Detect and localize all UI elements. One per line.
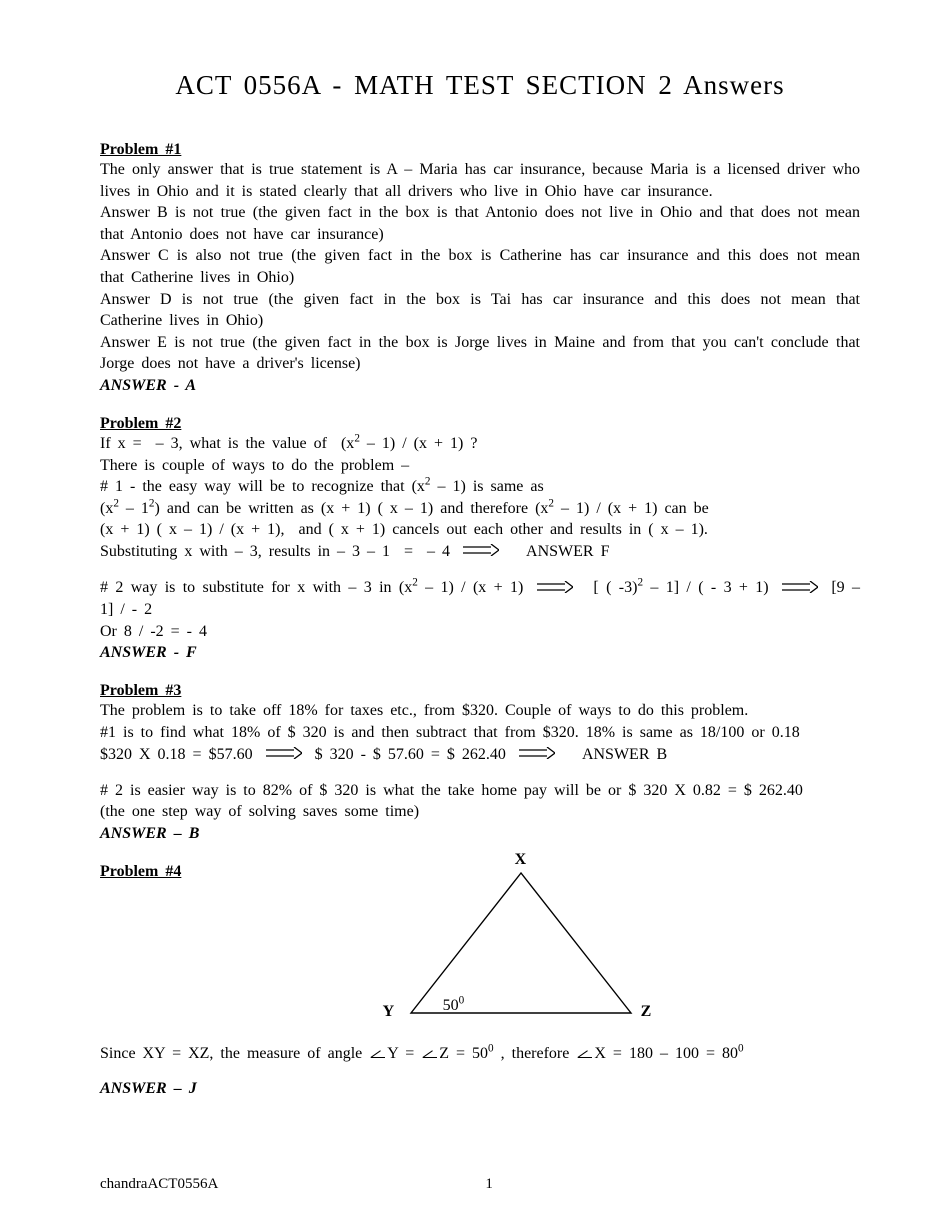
degree-mark: 0 bbox=[459, 995, 465, 1007]
problem-3-text: $320 X 0.18 = $57.60 $ 320 - $ 57.60 = $… bbox=[100, 744, 860, 766]
problem-1-heading: Problem #1 bbox=[100, 141, 860, 159]
page-title: ACT 0556A - MATH TEST SECTION 2 Answers bbox=[100, 70, 860, 101]
footer-page-number: 1 bbox=[118, 1176, 860, 1193]
problem-4: Problem #4 X Y Z 500 Since XY = XZ, the … bbox=[100, 863, 860, 1099]
problem-2-text: Substituting x with – 3, results in – 3 … bbox=[100, 541, 860, 563]
problem-4-heading: Problem #4 bbox=[100, 863, 181, 881]
arrow-icon bbox=[519, 744, 555, 766]
problem-3-answer: ANSWER – B bbox=[100, 825, 860, 843]
triangle-icon bbox=[371, 863, 671, 1033]
problem-1-text: The only answer that is true statement i… bbox=[100, 159, 860, 202]
arrow-icon bbox=[782, 578, 818, 600]
problem-1-answer: ANSWER - A bbox=[100, 377, 860, 395]
problem-2-text: # 2 way is to substitute for x with – 3 … bbox=[100, 577, 860, 621]
problem-1-text: Answer C is also not true (the given fac… bbox=[100, 245, 860, 288]
angle-label: 500 bbox=[443, 997, 465, 1015]
problem-2-text: If x = – 3, what is the value of (x2 – 1… bbox=[100, 433, 860, 455]
problem-2-text: There is couple of ways to do the proble… bbox=[100, 455, 860, 477]
problem-4-text: Since XY = XZ, the measure of angle Y = … bbox=[100, 1043, 860, 1065]
problem-3-text: #1 is to find what 18% of $ 320 is and t… bbox=[100, 722, 860, 744]
problem-3-text: (the one step way of solving saves some … bbox=[100, 801, 860, 823]
problem-3-heading: Problem #3 bbox=[100, 682, 860, 700]
document-page: ACT 0556A - MATH TEST SECTION 2 Answers … bbox=[0, 0, 945, 1223]
problem-1-text: Answer E is not true (the given fact in … bbox=[100, 332, 860, 375]
triangle-diagram: X Y Z 500 bbox=[371, 863, 671, 1033]
arrow-icon bbox=[463, 541, 499, 563]
problem-1: Problem #1 The only answer that is true … bbox=[100, 141, 860, 395]
problem-2-text: (x2 – 12) and can be written as (x + 1) … bbox=[100, 498, 860, 520]
arrow-icon bbox=[266, 744, 302, 766]
problem-1-text: Answer B is not true (the given fact in … bbox=[100, 202, 860, 245]
problem-2-answer: ANSWER - F bbox=[100, 644, 860, 662]
problem-4-answer: ANSWER – J bbox=[100, 1080, 860, 1098]
problem-1-text: Answer D is not true (the given fact in … bbox=[100, 289, 860, 332]
page-footer: chandraACT0556A 1 bbox=[100, 1176, 860, 1193]
angle-icon bbox=[578, 1048, 592, 1058]
problem-3: Problem #3 The problem is to take off 18… bbox=[100, 682, 860, 843]
vertex-x-label: X bbox=[515, 851, 527, 869]
angle-icon bbox=[423, 1048, 437, 1058]
angle-icon bbox=[371, 1048, 385, 1058]
problem-2-text: # 1 - the easy way will be to recognize … bbox=[100, 476, 860, 498]
vertex-z-label: Z bbox=[641, 1003, 652, 1021]
angle-value: 50 bbox=[443, 997, 459, 1014]
problem-3-text: # 2 is easier way is to 82% of $ 320 is … bbox=[100, 780, 860, 802]
problem-2-heading: Problem #2 bbox=[100, 415, 860, 433]
problem-2-text: (x + 1) ( x – 1) / (x + 1), and ( x + 1)… bbox=[100, 519, 860, 541]
problem-3-text: The problem is to take off 18% for taxes… bbox=[100, 700, 860, 722]
problem-2-text: Or 8 / -2 = - 4 bbox=[100, 621, 860, 643]
vertex-y-label: Y bbox=[383, 1003, 395, 1021]
problem-2: Problem #2 If x = – 3, what is the value… bbox=[100, 415, 860, 662]
arrow-icon bbox=[537, 578, 573, 600]
